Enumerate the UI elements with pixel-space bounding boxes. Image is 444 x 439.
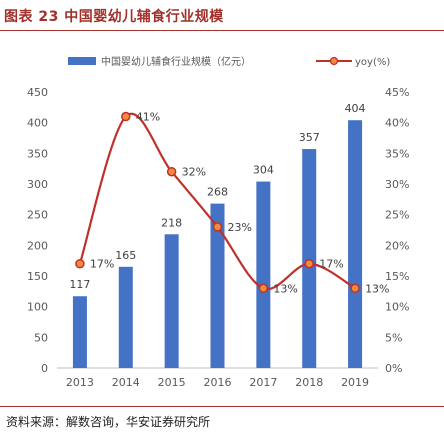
- figure-title: 图表 23 中国婴幼儿辅食行业规模: [4, 9, 224, 25]
- y-left-tick-label: 0: [41, 362, 48, 375]
- yoy-value-label: 41%: [136, 111, 160, 124]
- bar: [302, 149, 317, 368]
- bar-value-label: 117: [69, 278, 90, 291]
- legend-bar-label: 中国婴幼儿辅食行业规模（亿元）: [101, 55, 251, 68]
- source-note: 资料来源：解数咨询，华安证券研究所: [6, 415, 211, 429]
- x-tick-label: 2014: [112, 376, 140, 389]
- yoy-value-label: 13%: [273, 282, 297, 295]
- bar-value-label: 404: [345, 102, 366, 115]
- y-left-tick-label: 50: [34, 331, 48, 344]
- y-left-tick-label: 300: [27, 178, 48, 191]
- y-right-tick-label: 20%: [385, 239, 409, 252]
- yoy-point: [212, 222, 223, 232]
- yoy-value-label: 32%: [182, 166, 206, 179]
- source-rule: [0, 406, 444, 407]
- x-tick-label: 2019: [341, 376, 369, 389]
- bar-value-label: 268: [207, 186, 228, 199]
- y-right-tick-label: 45%: [385, 86, 409, 99]
- x-tick-label: 2016: [204, 376, 232, 389]
- x-tick-label: 2017: [249, 376, 277, 389]
- title-rule: [0, 30, 444, 31]
- y-left-tick-label: 200: [27, 239, 48, 252]
- y-left-tick-label: 100: [27, 301, 48, 314]
- yoy-value-label: 17%: [319, 258, 343, 271]
- chart-legend: 中国婴幼儿辅食行业规模（亿元） yoy(%): [68, 55, 390, 68]
- bar-value-label: 218: [161, 216, 182, 229]
- y-left-tick-label: 400: [27, 117, 48, 130]
- x-tick-label: 2015: [158, 376, 186, 389]
- yoy-point: [166, 166, 177, 177]
- y-right-tick-label: 5%: [385, 331, 402, 344]
- y-right-tick-label: 25%: [385, 209, 409, 222]
- yoy-value-label: 17%: [90, 258, 114, 271]
- y-right-tick-label: 30%: [385, 178, 409, 191]
- y-left-tick-label: 450: [27, 86, 48, 99]
- y-left-tick-label: 250: [27, 209, 48, 222]
- y-right-tick-label: 0%: [385, 362, 402, 375]
- bar-value-label: 165: [115, 249, 136, 262]
- legend-line-label: yoy(%): [355, 57, 390, 68]
- legend-line-marker: [329, 56, 339, 66]
- bar: [72, 296, 87, 368]
- bar-value-label: 357: [299, 131, 320, 144]
- yoy-point: [258, 283, 269, 294]
- yoy-point: [350, 283, 360, 294]
- y-right-tick-label: 35%: [385, 147, 409, 160]
- bar: [164, 234, 179, 368]
- yoy-point: [121, 111, 131, 122]
- bar: [210, 203, 225, 368]
- yoy-value-label: 23%: [228, 221, 252, 234]
- y-right-tick-label: 40%: [385, 117, 409, 130]
- yoy-point: [304, 258, 314, 269]
- yoy-point: [75, 258, 85, 269]
- yoy-value-label: 13%: [365, 282, 389, 295]
- y-left-tick-label: 150: [27, 270, 48, 283]
- y-right-tick-label: 10%: [385, 301, 409, 314]
- bar: [256, 181, 271, 368]
- legend-bar-swatch: [68, 57, 96, 65]
- bar-value-label: 304: [253, 164, 274, 177]
- bar: [348, 120, 363, 368]
- x-tick-label: 2013: [66, 376, 94, 389]
- y-right-tick-label: 15%: [385, 270, 409, 283]
- y-left-tick-label: 350: [27, 147, 48, 160]
- bar: [118, 266, 133, 368]
- x-tick-label: 2018: [295, 376, 323, 389]
